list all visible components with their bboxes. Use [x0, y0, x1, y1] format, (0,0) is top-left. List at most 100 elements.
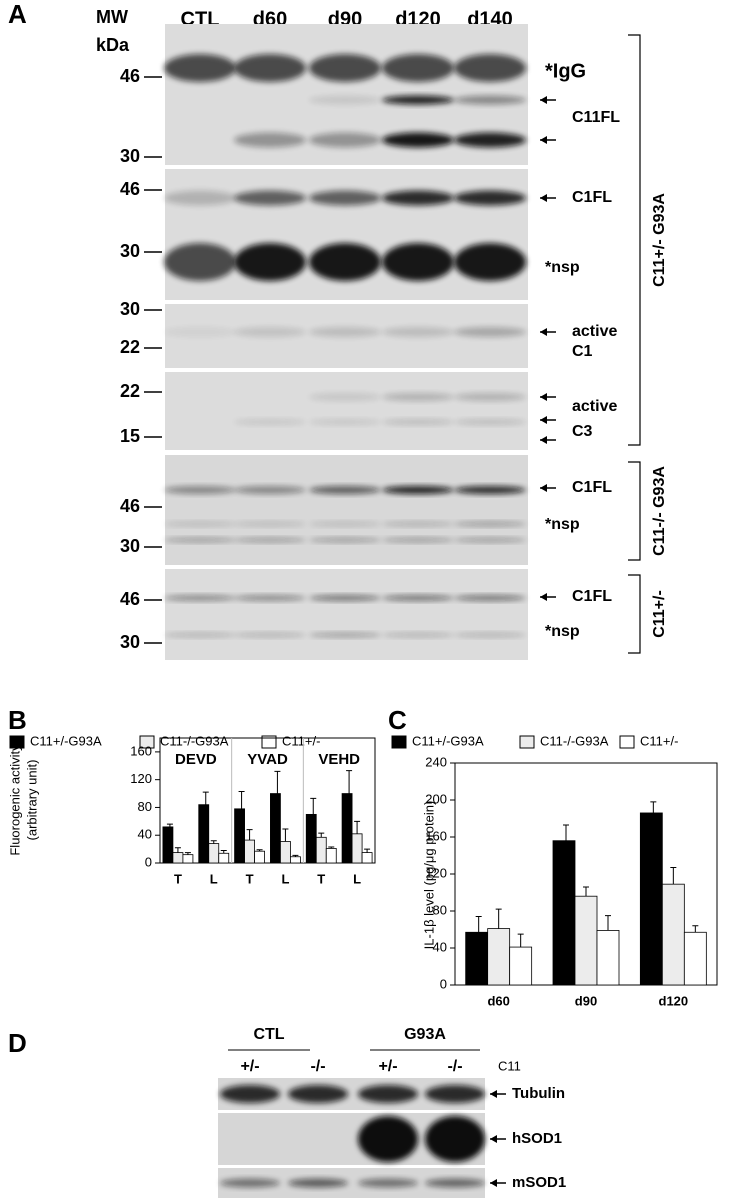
blot-band	[454, 243, 526, 281]
band-label: *nsp	[545, 259, 580, 276]
blot-band	[234, 132, 306, 148]
error-bar	[238, 790, 245, 809]
blot-band	[220, 1085, 280, 1103]
mw-marker: 46	[120, 589, 140, 609]
error-bar	[354, 820, 361, 834]
error-bar	[174, 847, 181, 853]
blot-band	[164, 537, 236, 543]
bar	[683, 931, 707, 986]
bar	[290, 856, 301, 864]
blot-band	[358, 1085, 418, 1103]
blot-band	[309, 393, 381, 401]
legend-label: C11+/-G93A	[30, 733, 102, 748]
bracket	[628, 574, 641, 654]
blot-band	[234, 595, 306, 601]
blot-band	[382, 521, 454, 527]
y-tick-label: 40	[138, 827, 152, 842]
band-label: C1FL	[572, 189, 612, 206]
group-label: C11-/- G93A	[651, 466, 668, 556]
y-tick-label: 160	[130, 743, 152, 758]
error-bar	[670, 867, 677, 885]
arrow-head	[540, 328, 547, 336]
mw-marker: 30	[120, 299, 140, 319]
blot-band	[164, 190, 236, 206]
error-bar	[517, 933, 524, 948]
blot-band	[454, 393, 526, 401]
arrow-head	[540, 393, 547, 401]
bar	[208, 843, 220, 864]
blot-band	[454, 327, 526, 337]
arrow-head	[490, 1090, 497, 1098]
blot-band	[454, 486, 526, 494]
error-bar	[292, 854, 299, 857]
blot-band	[309, 95, 381, 105]
blot-band	[454, 537, 526, 543]
band-label: active	[572, 323, 617, 340]
arrow-head	[540, 96, 547, 104]
blot-band	[382, 54, 454, 82]
blot-band	[164, 595, 236, 601]
arrow-head	[490, 1179, 497, 1187]
blot-band	[164, 54, 236, 82]
bar	[305, 813, 317, 864]
bar	[244, 839, 255, 864]
bar	[361, 852, 373, 864]
bar	[341, 793, 353, 864]
group-label: CTL	[253, 1026, 284, 1043]
error-bar	[692, 925, 699, 933]
panel-label: B	[8, 705, 27, 735]
blot-band	[309, 521, 381, 527]
bar	[487, 928, 511, 986]
bar	[661, 883, 685, 986]
legend-label: C11+/-G93A	[412, 733, 484, 748]
blot-band	[309, 419, 381, 425]
group-label: G93A	[404, 1026, 446, 1043]
arrow-head	[540, 484, 547, 492]
blot-band	[382, 190, 454, 206]
error-bar	[274, 770, 281, 794]
band-label: active	[572, 398, 617, 415]
blot-band	[309, 537, 381, 543]
bar	[234, 808, 245, 864]
blot-band	[454, 190, 526, 206]
blot-band	[382, 95, 454, 105]
blot-band	[454, 132, 526, 148]
bracket	[628, 34, 641, 446]
blot-band	[454, 521, 526, 527]
band-label: C1FL	[572, 479, 612, 496]
error-bar	[605, 915, 611, 931]
mw-header: kDa	[96, 35, 130, 55]
error-bar	[202, 791, 209, 805]
blot-band	[382, 537, 454, 543]
legend-swatch	[519, 735, 535, 749]
blot-band	[234, 632, 306, 638]
x-tick-label: T	[174, 871, 182, 886]
band-label: C3	[572, 423, 593, 440]
blot-band	[382, 419, 454, 425]
y-tick-label: 120	[130, 771, 152, 786]
legend-label: C11-/-G93A	[160, 733, 229, 748]
blot-band	[288, 1178, 348, 1188]
error-bar	[184, 852, 191, 855]
panel-label: A	[8, 0, 27, 29]
row-label: mSOD1	[512, 1174, 566, 1191]
error-bar	[256, 849, 263, 852]
bar	[172, 852, 184, 864]
blot-band	[382, 393, 454, 401]
bracket	[628, 461, 641, 561]
blot-band	[425, 1116, 485, 1162]
bar	[182, 854, 194, 864]
blot-strip	[165, 372, 528, 450]
blot-band	[309, 243, 381, 281]
bar	[574, 895, 598, 986]
y-tick-label: 240	[425, 754, 447, 769]
mw-marker: 30	[120, 146, 140, 166]
error-bar	[364, 848, 371, 853]
bar	[552, 840, 576, 986]
arrow-head	[540, 136, 547, 144]
error-bar	[310, 797, 317, 815]
band-label: C1FL	[572, 588, 612, 605]
error-bar	[475, 916, 482, 933]
band-label: *nsp	[545, 516, 580, 533]
